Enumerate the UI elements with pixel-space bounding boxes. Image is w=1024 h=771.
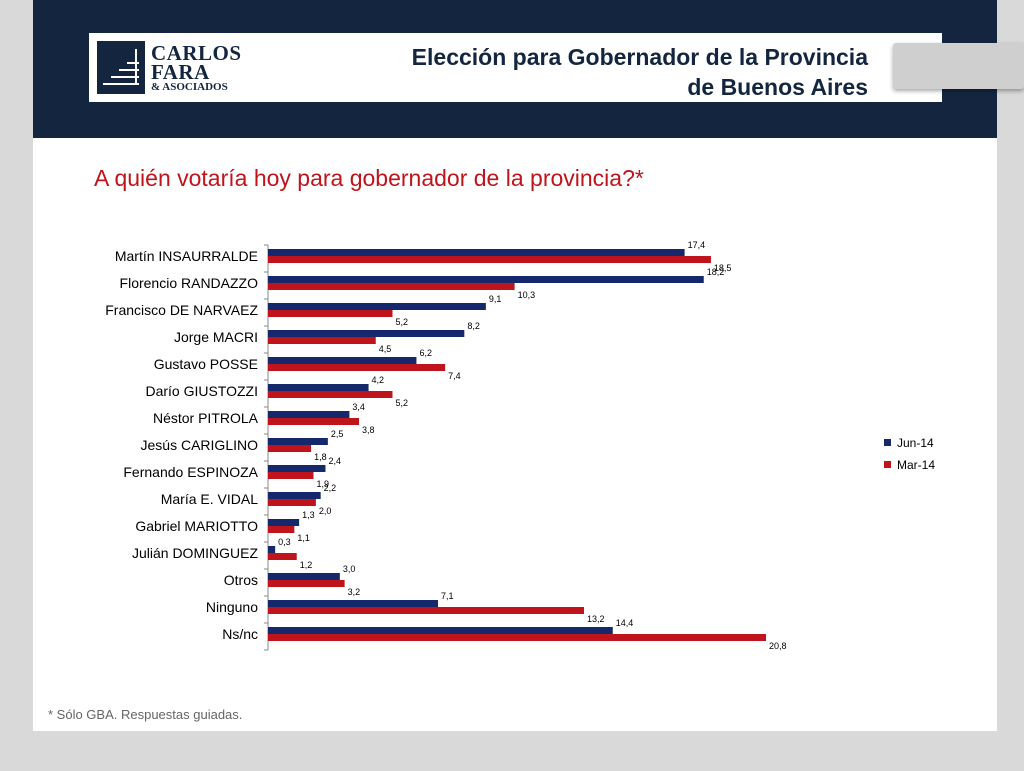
footnote: * Sólo GBA. Respuestas guiadas.: [48, 707, 243, 722]
value-label-mar-14: 1,9: [316, 479, 329, 489]
legend-swatch: [884, 461, 891, 468]
slide-title-line2: de Buenos Aires: [687, 74, 868, 100]
bar-mar-14: [268, 283, 515, 290]
bar-mar-14: [268, 418, 359, 425]
value-label-jun-14: 2,2: [324, 483, 337, 493]
bar-mar-14: [268, 310, 393, 317]
value-label-jun-14: 3,4: [352, 402, 365, 412]
bar-jun-14: [268, 465, 326, 472]
bar-jun-14: [268, 411, 350, 418]
value-label-mar-14: 4,5: [379, 344, 392, 354]
logo-text-line1: CARLOS: [151, 41, 242, 65]
bar-jun-14: [268, 546, 276, 553]
bar-mar-14: [268, 607, 585, 614]
legend-label: Mar-14: [897, 458, 935, 472]
bar-mar-14: [268, 634, 766, 641]
value-label-jun-14: 3,0: [343, 564, 356, 574]
side-tab: [893, 43, 1024, 89]
logo-stairs-icon: [97, 41, 145, 94]
logo-text-line2: FARA: [151, 60, 210, 84]
bar-jun-14: [268, 276, 704, 283]
bar-jun-14: [268, 519, 300, 526]
value-label-jun-14: 2,5: [331, 429, 344, 439]
bar-jun-14: [268, 600, 438, 607]
bar-jun-14: [268, 357, 417, 364]
value-label-mar-14: 3,2: [348, 587, 361, 597]
value-label-jun-14: 6,2: [419, 348, 432, 358]
bar-mar-14: [268, 364, 446, 371]
value-label-jun-14: 2,4: [328, 456, 341, 466]
category-label: María E. VIDAL: [161, 491, 258, 507]
category-label: Gabriel MARIOTTO: [135, 518, 258, 534]
question-text: A quién votaría hoy para gobernador de l…: [94, 165, 644, 191]
bar-jun-14: [268, 303, 486, 310]
logo-text-line3: & ASOCIADOS: [151, 81, 228, 93]
bar-jun-14: [268, 249, 685, 256]
category-label: Néstor PITROLA: [153, 410, 259, 426]
bar-mar-14: [268, 337, 376, 344]
bar-mar-14: [268, 499, 316, 506]
bar-mar-14: [268, 445, 312, 452]
value-label-jun-14: 7,1: [441, 591, 454, 601]
bar-jun-14: [268, 573, 340, 580]
bar-mar-14: [268, 391, 393, 398]
legend-label: Jun-14: [897, 436, 934, 450]
value-label-mar-14: 5,2: [396, 398, 409, 408]
bar-jun-14: [268, 330, 465, 337]
bar-mar-14: [268, 256, 711, 263]
bar-jun-14: [268, 627, 613, 634]
category-label: Gustavo POSSE: [154, 356, 258, 372]
bar-jun-14: [268, 384, 369, 391]
value-label-jun-14: 0,3: [278, 537, 291, 547]
slide-title: Elección para Gobernador de la Provincia…: [412, 42, 868, 102]
bar-chart: Martín INSAURRALDE 17,4 18,5 Florencio RAND…: [105, 240, 935, 651]
bar-jun-14: [268, 438, 328, 445]
bar-mar-14: [268, 526, 295, 533]
value-label-jun-14: 18,2: [707, 267, 725, 277]
value-label-jun-14: 8,2: [467, 321, 480, 331]
category-label: Jesús CARIGLINO: [141, 437, 259, 453]
value-label-mar-14: 18,5: [714, 263, 732, 273]
bar-mar-14: [268, 472, 314, 479]
value-label-jun-14: 1,3: [302, 510, 315, 520]
value-label-jun-14: 4,2: [372, 375, 385, 385]
value-label-mar-14: 1,1: [297, 533, 310, 543]
bar-mar-14: [268, 580, 345, 587]
slide-title-line1: Elección para Gobernador de la Provincia: [411, 44, 868, 70]
category-label: Darío GIUSTOZZI: [145, 383, 258, 399]
value-label-mar-14: 13,2: [587, 614, 605, 624]
value-label-mar-14: 20,8: [769, 641, 787, 651]
value-label-jun-14: 14,4: [616, 618, 634, 628]
category-label: Ns/nc: [222, 626, 258, 642]
company-logo: CARLOS FARA & ASOCIADOS: [97, 41, 247, 96]
value-label-mar-14: 3,8: [362, 425, 375, 435]
category-label: Florencio RANDAZZO: [120, 275, 259, 291]
value-label-mar-14: 7,4: [448, 371, 461, 381]
category-label: Fernando ESPINOZA: [123, 464, 258, 480]
title-box: CARLOS FARA & ASOCIADOS Elección para Go…: [89, 33, 942, 102]
category-label: Martín INSAURRALDE: [115, 248, 258, 264]
value-label-mar-14: 2,0: [319, 506, 332, 516]
category-label: Ninguno: [206, 599, 258, 615]
value-label-jun-14: 17,4: [688, 240, 706, 250]
value-label-mar-14: 10,3: [518, 290, 536, 300]
bar-mar-14: [268, 553, 297, 560]
category-label: Jorge MACRI: [174, 329, 258, 345]
category-label: Julián DOMINGUEZ: [132, 545, 258, 561]
value-label-mar-14: 5,2: [396, 317, 409, 327]
legend-swatch: [884, 439, 891, 446]
bar-jun-14: [268, 492, 321, 499]
category-label: Francisco DE NARVAEZ: [105, 302, 258, 318]
value-label-jun-14: 9,1: [489, 294, 502, 304]
category-label: Otros: [224, 572, 258, 588]
value-label-mar-14: 1,8: [314, 452, 327, 462]
value-label-mar-14: 1,2: [300, 560, 313, 570]
